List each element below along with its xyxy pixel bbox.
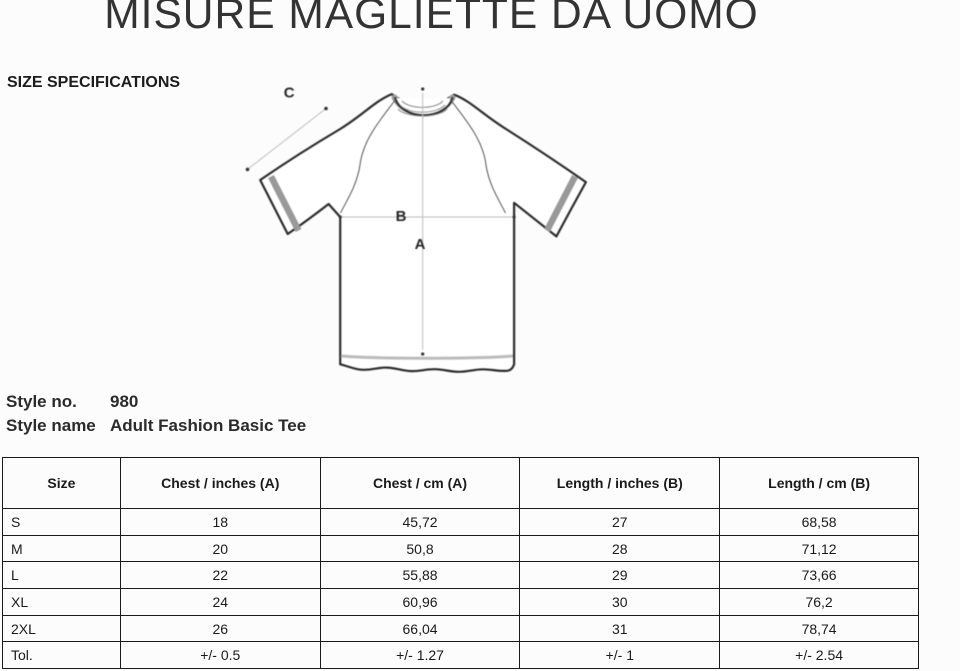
svg-text:A: A — [415, 236, 426, 253]
svg-text:C: C — [284, 84, 295, 101]
svg-text:B: B — [396, 208, 407, 225]
